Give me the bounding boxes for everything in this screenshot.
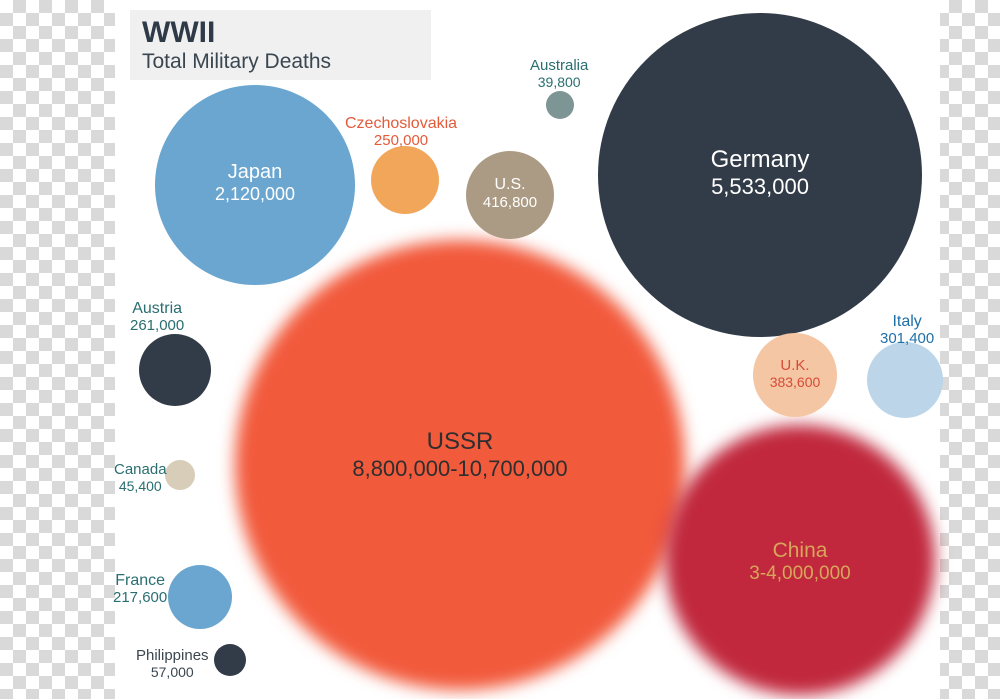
country-name: France: [113, 572, 167, 590]
ext-label-australia: Australia39,800: [530, 58, 588, 90]
country-value: 39,800: [530, 75, 588, 90]
bubble-italy: [867, 342, 943, 418]
bubble-us: [466, 151, 554, 239]
bubble-uk: [753, 333, 837, 417]
bubble-austria_circle: [139, 334, 211, 406]
country-name: Austria: [130, 300, 184, 318]
country-name: Australia: [530, 58, 588, 75]
bubble-china: [665, 425, 935, 695]
ext-label-canada: Canada45,400: [114, 462, 167, 494]
bubble-ussr: [235, 240, 685, 690]
bubble-czech_circle: [371, 146, 439, 214]
title-sub: Total Military Deaths: [142, 50, 331, 74]
country-value: 45,400: [114, 479, 167, 494]
title-block: WWII Total Military Deaths: [130, 10, 431, 80]
country-value: 57,000: [136, 665, 209, 680]
country-value: 261,000: [130, 318, 184, 335]
ext-label-france: France217,600: [113, 572, 167, 606]
country-value: 301,400: [880, 331, 934, 348]
bubble-philippines_circle: [214, 644, 246, 676]
bubble-germany: [598, 13, 922, 337]
ext-label-austria: Austria261,000: [130, 300, 184, 334]
ext-label-philippines: Philippines57,000: [136, 648, 209, 680]
ext-label-czech: Czechoslovakia250,000: [345, 115, 457, 149]
country-name: Czechoslovakia: [345, 115, 457, 133]
bubble-canada_circle: [165, 460, 195, 490]
country-value: 250,000: [345, 133, 457, 150]
title-main: WWII: [142, 16, 331, 50]
country-name: Philippines: [136, 648, 209, 665]
bubble-australia_circle: [546, 91, 574, 119]
country-name: Italy: [880, 313, 934, 331]
bubble-france_circle: [168, 565, 232, 629]
country-value: 217,600: [113, 590, 167, 607]
country-name: Canada: [114, 462, 167, 479]
bubble-japan: [155, 85, 355, 285]
ext-label-italy: Italy301,400: [880, 313, 934, 347]
